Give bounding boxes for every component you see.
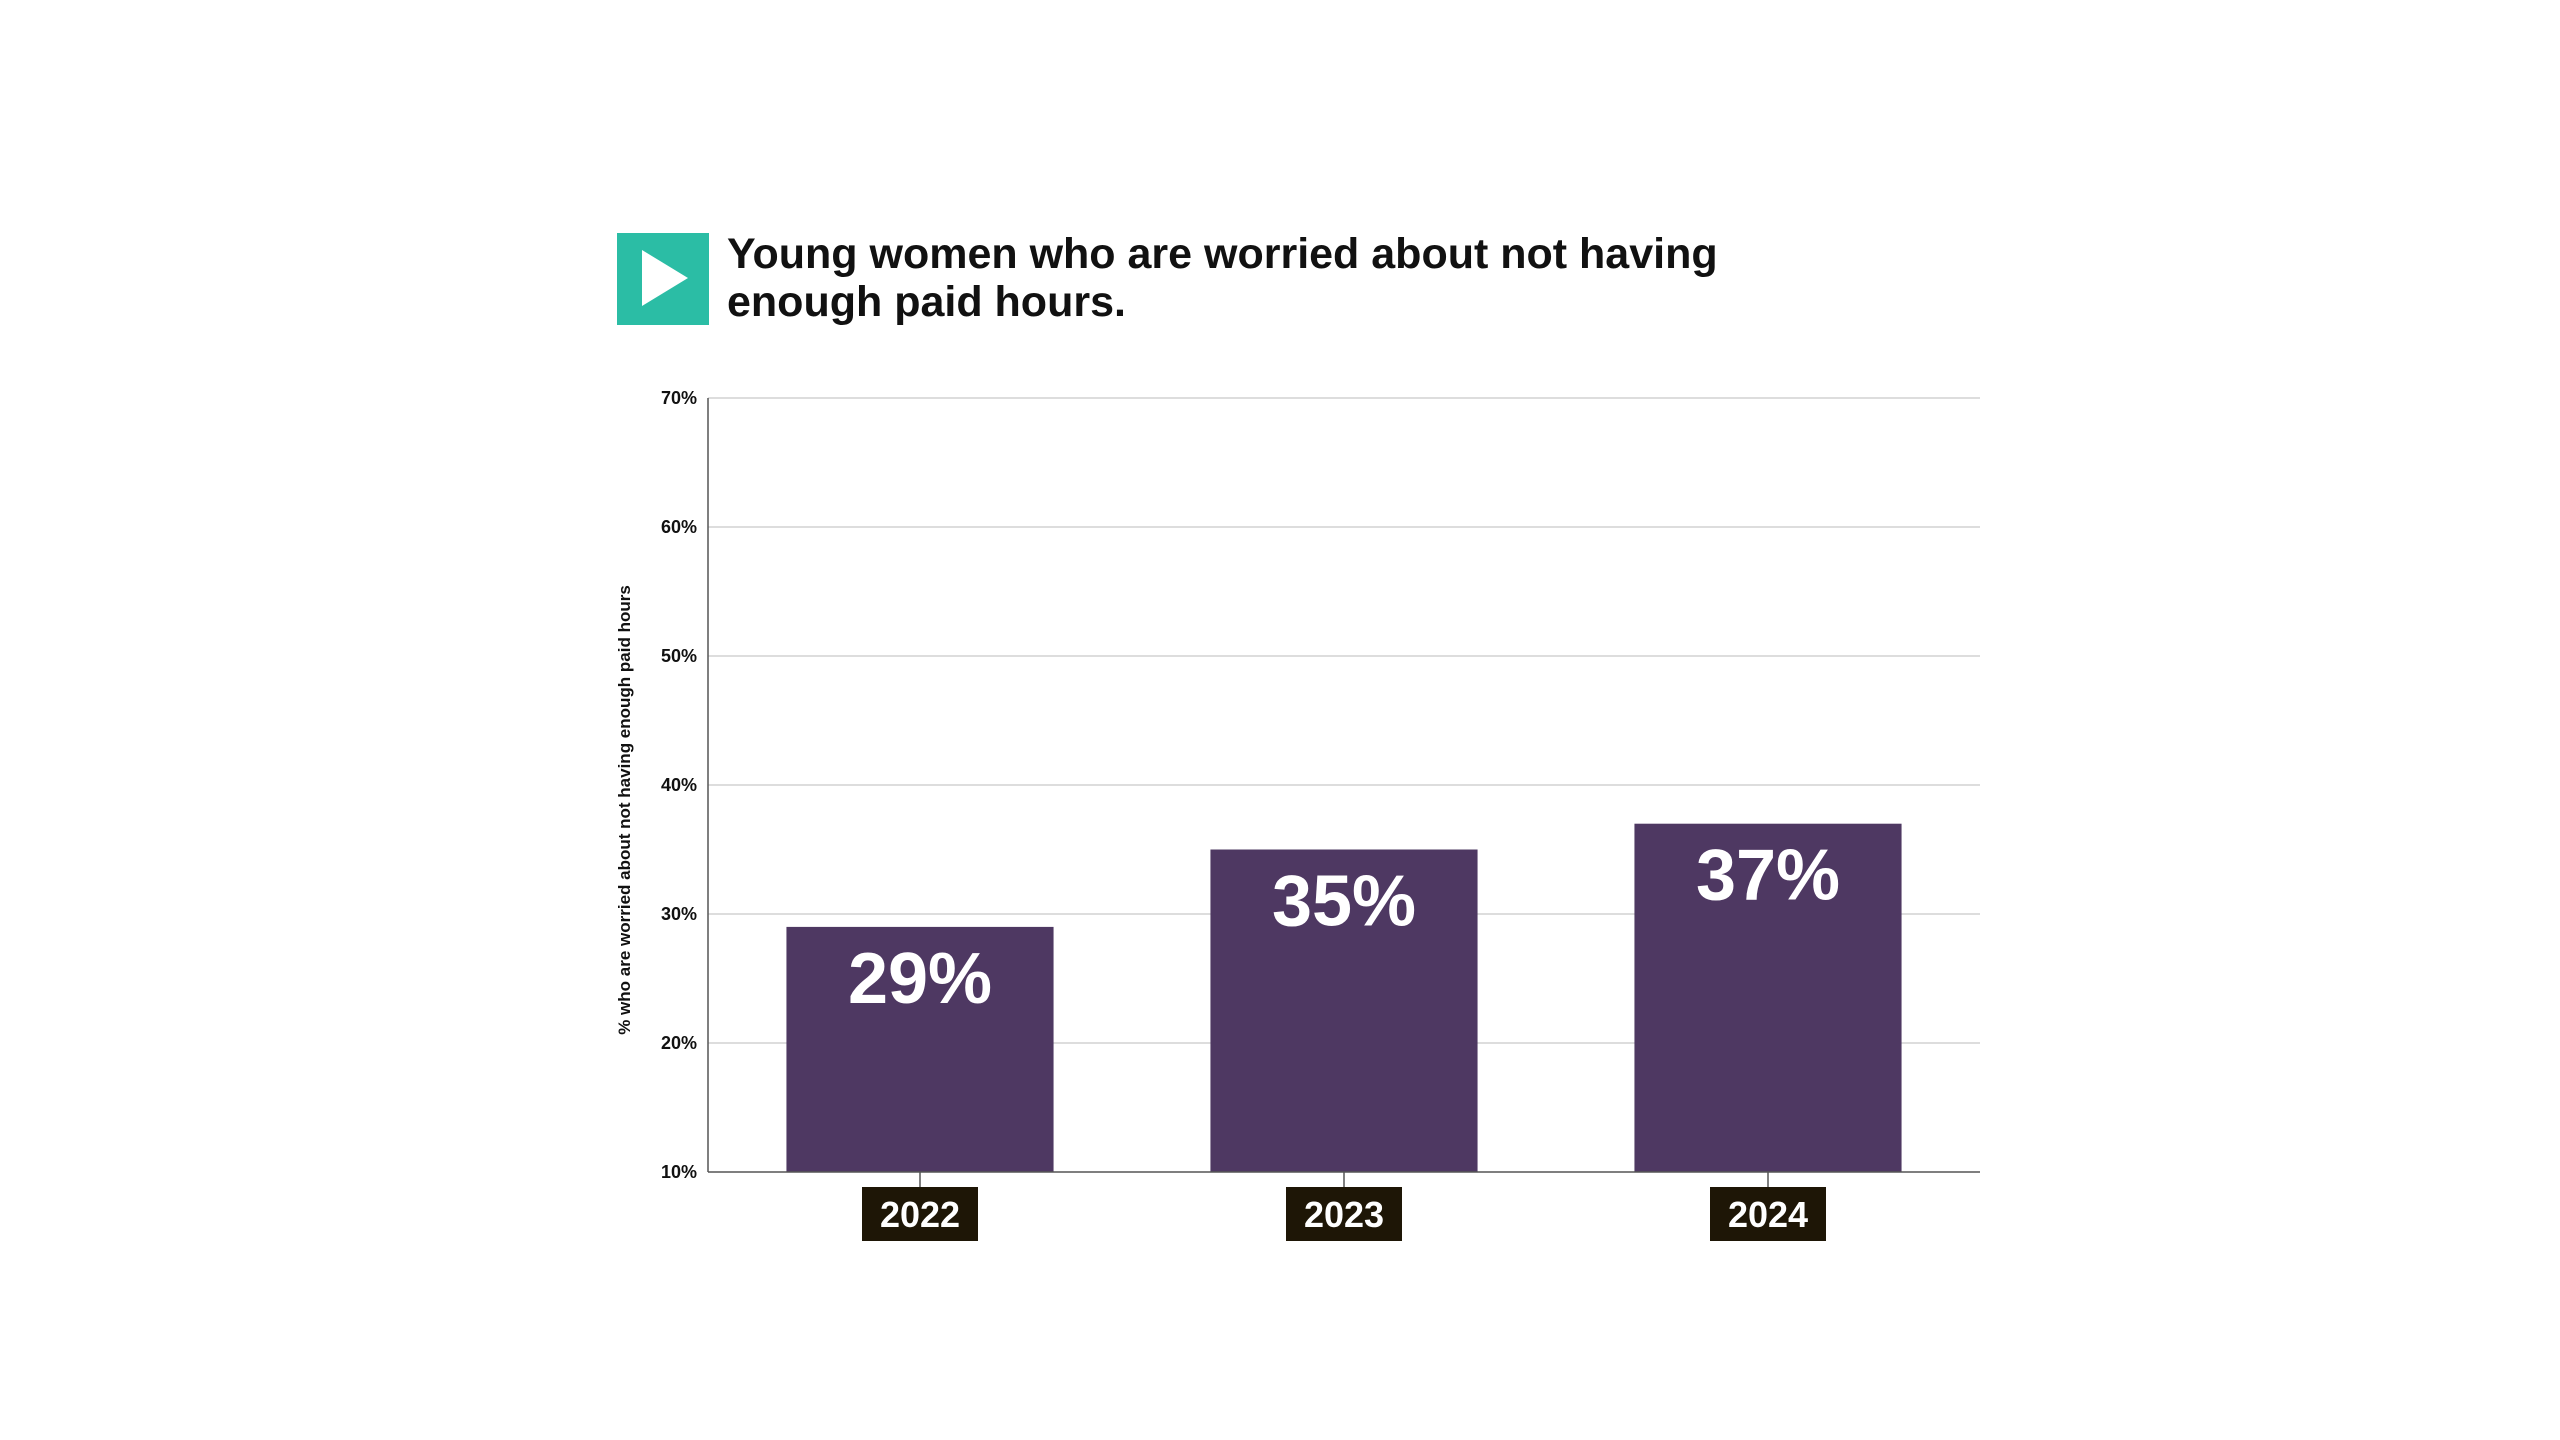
bar-value-label: 29% (848, 939, 992, 1019)
category-label: 2024 (1728, 1194, 1808, 1235)
play-icon (642, 250, 688, 306)
category-labels: 2022 2023 2024 (862, 1172, 1826, 1241)
bar-value-label: 37% (1696, 836, 1840, 916)
y-tick-label: 10% (661, 1162, 697, 1182)
category-label-box (862, 1187, 978, 1241)
category-label: 2023 (1304, 1194, 1384, 1235)
bars (786, 823, 1902, 1172)
chart-title-line-1: Young women who are worried about not ha… (727, 230, 1718, 278)
y-axis-title: % who are worried about not having enoug… (615, 585, 634, 1035)
logo (617, 233, 709, 325)
chart-title-line-2: enough paid hours. (727, 278, 1126, 326)
category-label-box (1286, 1187, 1402, 1241)
y-tick-labels: 10% 20% 30% 40% 50% 60% 70% (661, 388, 697, 1182)
y-tick-label: 40% (661, 775, 697, 795)
category-label-box (1710, 1187, 1826, 1241)
bar-value-label: 35% (1272, 862, 1416, 942)
bar (1210, 849, 1478, 1172)
category-label: 2022 (880, 1194, 960, 1235)
y-tick-label: 60% (661, 517, 697, 537)
bar-value-labels: 29% 35% 37% (848, 836, 1840, 1019)
chart-title: Young women who are worried about not ha… (727, 230, 1730, 326)
y-tick-label: 20% (661, 1033, 697, 1053)
bar (786, 926, 1054, 1172)
y-tick-label: 70% (661, 388, 697, 408)
y-tick-label: 50% (661, 646, 697, 666)
bar (1634, 823, 1902, 1172)
y-tick-label: 30% (661, 904, 697, 924)
